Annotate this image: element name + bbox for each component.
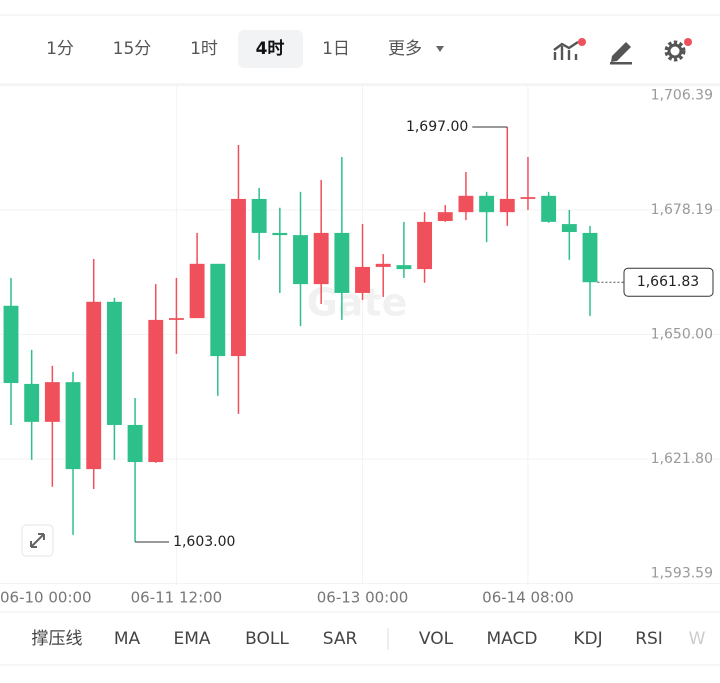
- candle-body: [458, 195, 474, 213]
- candle-body: [86, 301, 102, 470]
- candle-body: [334, 232, 350, 293]
- candle-body: [106, 301, 122, 425]
- candle-body: [44, 382, 60, 422]
- candle-body: [313, 232, 329, 285]
- y-tick-label: 1,621.80: [651, 451, 713, 467]
- x-tick-label: 06-13 00:00: [317, 589, 409, 607]
- dropdown-arrow[interactable]: [436, 46, 444, 52]
- fullscreen-icon[interactable]: [30, 533, 45, 548]
- active-tab-bg: [238, 30, 303, 68]
- candle-body: [24, 383, 40, 422]
- candle-body: [355, 266, 370, 293]
- candle-body: [293, 235, 308, 285]
- indicator-bar: 撑压线 MA EMA BOLL SAR VOL MACD KDJ RSI W: [32, 629, 706, 649]
- indicator-tab[interactable]: SAR: [323, 629, 358, 649]
- candle-body: [127, 424, 143, 463]
- candle-body: [251, 198, 267, 233]
- indicator-tab[interactable]: RSI: [635, 629, 663, 649]
- indicator-tab[interactable]: W: [689, 629, 706, 649]
- candle-body: [168, 318, 184, 320]
- interval-tab[interactable]: 15分: [113, 39, 152, 59]
- candle-body: [148, 319, 164, 463]
- candle-body: [479, 195, 495, 213]
- indicator-tab[interactable]: 撑压线: [32, 629, 83, 649]
- toolbar: 1分 15分 1时 4时 1日: [46, 30, 350, 68]
- y-tick-label: 1,650.00: [651, 326, 713, 342]
- indicator-tab[interactable]: VOL: [419, 629, 454, 649]
- x-tick-label: 06-11 12:00: [131, 589, 223, 607]
- candle-body: [3, 305, 19, 384]
- candle-body: [520, 197, 536, 199]
- indicator-tab[interactable]: KDJ: [573, 629, 602, 649]
- interval-tab[interactable]: 4时: [256, 39, 285, 59]
- candle-body: [437, 212, 453, 221]
- interval-tab[interactable]: 1日: [322, 39, 350, 59]
- y-tick-label: 1,593.59: [651, 566, 713, 582]
- last-price-label: 1,661.83: [637, 274, 699, 290]
- candle-body: [582, 232, 598, 283]
- last-price-box: [623, 267, 714, 297]
- x-tick-label: 06-14 08:00: [482, 589, 574, 607]
- y-tick-label: 1,706.39: [651, 88, 713, 104]
- candle-body: [210, 263, 226, 357]
- candle-body: [499, 198, 515, 213]
- interval-tab[interactable]: 1时: [190, 39, 218, 59]
- interval-tab[interactable]: 1分: [46, 39, 74, 59]
- candle-body: [272, 232, 288, 236]
- candle-body: [375, 263, 391, 267]
- indicator-settings-icon[interactable]: [553, 38, 586, 60]
- min-label: 1,603.00: [173, 534, 235, 550]
- indicator-tab[interactable]: MACD: [487, 629, 538, 649]
- draw-tool-icon[interactable]: [610, 42, 632, 65]
- chart: 1,593.59 1,621.80 1,650.00 1,678.19 1,706.39…: [0, 85, 720, 607]
- candle-body: [541, 195, 557, 222]
- candle-body: [396, 265, 412, 270]
- max-label: 1,697.00: [406, 119, 468, 135]
- settings-icon[interactable]: [664, 38, 692, 62]
- candle-body: [561, 224, 577, 233]
- more-button[interactable]: 更多: [388, 39, 422, 59]
- indicator-tab[interactable]: BOLL: [245, 629, 289, 649]
- indicator-tab[interactable]: EMA: [173, 629, 210, 649]
- candle-body: [231, 198, 246, 357]
- y-tick-label: 1,678.19: [651, 202, 713, 218]
- candle-body: [417, 221, 433, 270]
- candle-body: [189, 263, 205, 319]
- x-tick-label: 06-10 00:00: [0, 589, 92, 607]
- indicator-tab[interactable]: MA: [114, 629, 141, 649]
- candle-body: [65, 382, 81, 470]
